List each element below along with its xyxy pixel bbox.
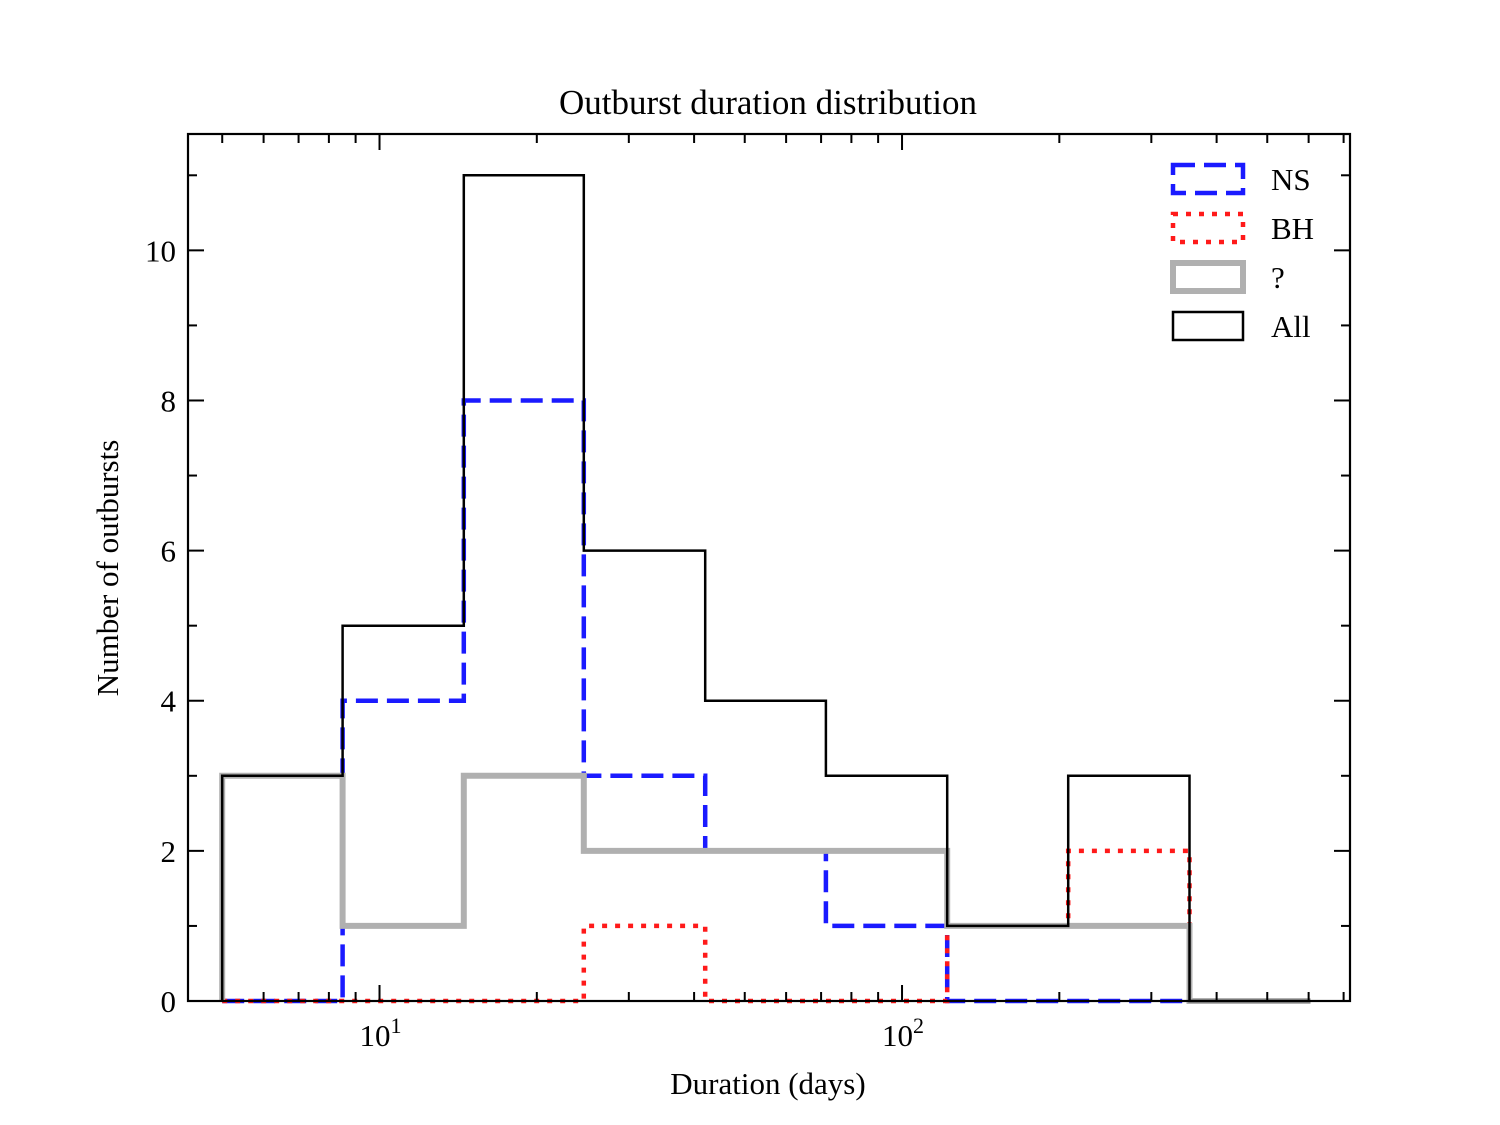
plot-area bbox=[186, 132, 1352, 1004]
legend-swatch bbox=[1171, 310, 1245, 342]
series-3-step bbox=[219, 772, 1311, 1004]
y-tick-label: 2 bbox=[161, 834, 177, 869]
legend-label: NS bbox=[1271, 162, 1311, 197]
legend-swatch bbox=[1170, 162, 1246, 196]
x-tick-labels: 101 102 bbox=[360, 1013, 925, 1053]
legend-label: ? bbox=[1271, 260, 1285, 295]
y-tick-label: 0 bbox=[161, 984, 177, 1019]
y-tick-label: 10 bbox=[145, 233, 176, 268]
tick-layer bbox=[188, 134, 1350, 1002]
x-tick-label: 102 bbox=[882, 1013, 924, 1053]
y-axis-label: Number of outbursts bbox=[90, 440, 125, 697]
y-tick-label: 4 bbox=[161, 684, 177, 719]
series-4-step bbox=[220, 174, 1311, 1003]
series-layer bbox=[219, 174, 1311, 1004]
legend-label: All bbox=[1271, 309, 1311, 344]
x-axis-label: Duration (days) bbox=[670, 1066, 865, 1101]
legend: NS BH? All bbox=[1170, 162, 1314, 344]
y-tick-labels: 0 2 4 6 8 10 bbox=[145, 233, 177, 1019]
y-tick-label: 8 bbox=[161, 383, 177, 418]
legend-swatch bbox=[1170, 211, 1246, 245]
chart-title: Outburst duration distribution bbox=[559, 83, 977, 122]
y-tick-label: 6 bbox=[161, 534, 177, 569]
plot-frame bbox=[186, 132, 1352, 1003]
legend-label: BH bbox=[1271, 211, 1314, 246]
x-tick-label: 101 bbox=[360, 1013, 402, 1053]
legend-swatch bbox=[1170, 260, 1246, 294]
